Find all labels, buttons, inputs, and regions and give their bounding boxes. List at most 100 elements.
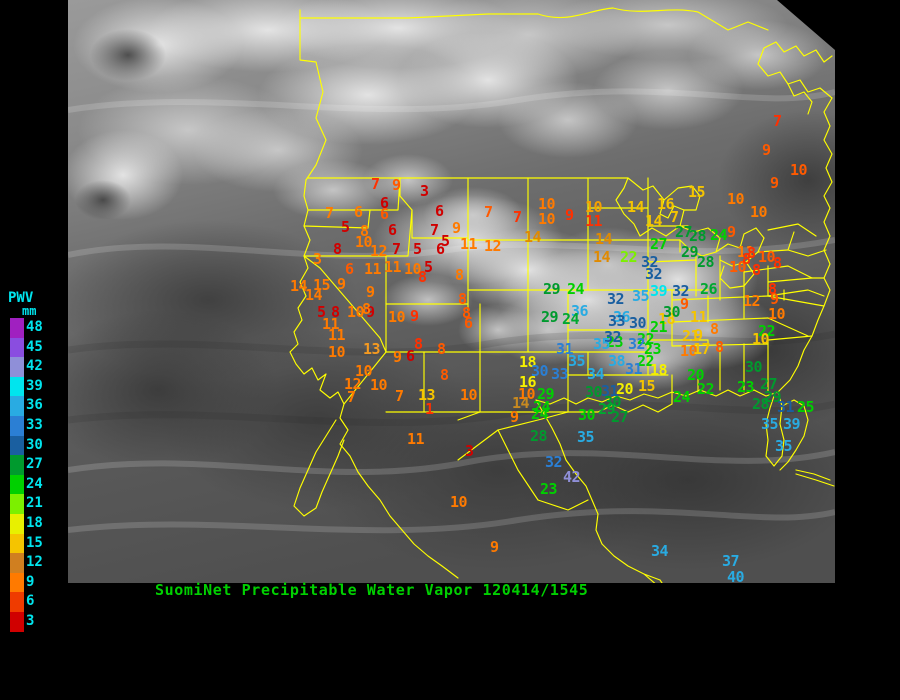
pwv-station-value: 8 bbox=[414, 335, 423, 353]
pwv-station-value: 3 bbox=[465, 442, 474, 460]
pwv-station-value: 37 bbox=[722, 552, 740, 570]
pwv-station-value: 6 bbox=[435, 202, 444, 220]
pwv-station-value: 11 bbox=[585, 212, 603, 230]
pwv-station-value: 10 bbox=[758, 248, 776, 266]
pwv-station-value: 33 bbox=[551, 365, 569, 383]
map-title: SuomiNet Precipitable Water Vapor 120414… bbox=[155, 581, 589, 599]
colorbar-tick-label: 15 bbox=[26, 534, 43, 551]
pwv-station-value: 10 bbox=[328, 343, 346, 361]
pwv-station-value: 11 bbox=[322, 315, 340, 333]
pwv-station-value: 10 bbox=[752, 330, 770, 348]
colorbar-swatch bbox=[10, 337, 24, 358]
pwv-station-value: 15 bbox=[688, 183, 706, 201]
pwv-station-value: 14 bbox=[524, 228, 542, 246]
pwv-station-value: 10 bbox=[388, 308, 406, 326]
pwv-station-value: 28 bbox=[689, 227, 707, 245]
pwv-station-value: 40 bbox=[652, 582, 670, 584]
pwv-station-value: 10 bbox=[370, 376, 388, 394]
pwv-station-value: 22 bbox=[620, 248, 638, 266]
pwv-station-value: 9 bbox=[694, 326, 703, 344]
colorbar-tick-label: 12 bbox=[26, 554, 43, 571]
pwv-station-value: 42 bbox=[563, 468, 581, 486]
colorbar-swatch bbox=[10, 533, 24, 554]
pwv-station-value: 35 bbox=[761, 415, 779, 433]
pwv-station-value: 9 bbox=[727, 223, 736, 241]
pwv-station-value: 10 bbox=[750, 203, 768, 221]
pwv-station-value: 23 bbox=[606, 333, 624, 351]
pwv-station-value: 32 bbox=[645, 265, 663, 283]
pwv-station-value: 6 bbox=[345, 260, 354, 278]
pwv-station-value: 24 bbox=[562, 310, 580, 328]
colorbar-swatch bbox=[10, 513, 24, 534]
pwv-station-value: 6 bbox=[380, 194, 389, 212]
pwv-station-value: 14 bbox=[305, 286, 323, 304]
colorbar-tick-label: 48 bbox=[26, 319, 43, 335]
pwv-station-value: 7 bbox=[430, 221, 439, 239]
pwv-station-value: 8 bbox=[458, 290, 467, 308]
pwv-station-value: 39 bbox=[783, 415, 801, 433]
pwv-station-value: 24 bbox=[567, 280, 585, 298]
pwv-station-value: 8 bbox=[747, 244, 756, 262]
colorbar-swatch bbox=[10, 572, 24, 593]
pwv-station-value: 10 bbox=[585, 198, 603, 216]
pwv-station-value: 9 bbox=[366, 303, 375, 321]
pwv-station-value: 8 bbox=[752, 261, 761, 279]
pwv-station-value: 9 bbox=[565, 206, 574, 224]
pwv-station-value: 1 bbox=[425, 400, 434, 418]
pwv-station-value: 5 bbox=[424, 258, 433, 276]
infrared-satellite-imagery bbox=[68, 0, 835, 583]
colorbar-tick-label: 30 bbox=[26, 436, 43, 453]
pwv-station-value: 24 bbox=[710, 226, 728, 244]
pwv-station-value: 22 bbox=[637, 330, 655, 348]
pwv-station-value: 8 bbox=[360, 222, 369, 240]
pwv-station-value: 8 bbox=[331, 303, 340, 321]
pwv-station-value: 8 bbox=[768, 280, 777, 298]
pwv-station-value: 24 bbox=[673, 388, 691, 406]
pwv-station-value: 22 bbox=[758, 322, 776, 340]
pwv-station-value: 28 bbox=[697, 253, 715, 271]
colorbar-tick-label: 3 bbox=[26, 612, 35, 629]
pwv-station-value: 9 bbox=[452, 219, 461, 237]
colorbar-swatch bbox=[10, 376, 24, 397]
pwv-station-value: 10 bbox=[538, 195, 556, 213]
pwv-station-value: 29 bbox=[681, 243, 699, 261]
pwv-station-value: 10 bbox=[729, 258, 747, 276]
pwv-station-value: 8 bbox=[715, 338, 724, 356]
pwv-station-value: 32 bbox=[672, 282, 690, 300]
pwv-station-value: 9 bbox=[393, 348, 402, 366]
pwv-station-value: 5 bbox=[317, 303, 326, 321]
pwv-station-value: 10 bbox=[460, 386, 478, 404]
pwv-station-value: 32 bbox=[628, 335, 646, 353]
pwv-station-value: 29 bbox=[598, 400, 616, 418]
pwv-station-value: 22 bbox=[697, 380, 715, 398]
pwv-station-value: 10 bbox=[355, 362, 373, 380]
pwv-station-value: 29 bbox=[764, 388, 782, 406]
pwv-station-value: 9 bbox=[510, 408, 519, 426]
pwv-station-value: 11 bbox=[328, 326, 346, 344]
pwv-station-value: 8 bbox=[440, 366, 449, 384]
colorbar-swatch bbox=[10, 494, 24, 514]
pwv-station-value: 36 bbox=[571, 302, 589, 320]
pwv-station-value: 8 bbox=[333, 240, 342, 258]
pwv-station-value: 7 bbox=[773, 112, 782, 130]
pwv-station-value: 24 bbox=[531, 405, 549, 423]
pwv-station-value: 30 bbox=[629, 314, 647, 332]
pwv-station-value: 9 bbox=[770, 290, 779, 308]
pwv-station-value: 24 bbox=[533, 398, 551, 416]
colorbar-swatch bbox=[10, 318, 24, 338]
pwv-station-value: 30 bbox=[604, 393, 622, 411]
pwv-station-value: 7 bbox=[392, 240, 401, 258]
pwv-station-value: 12 bbox=[344, 375, 362, 393]
pwv-station-value: 32 bbox=[607, 290, 625, 308]
pwv-station-value: 31 bbox=[777, 398, 795, 416]
pwv-station-value: 18 bbox=[658, 310, 676, 328]
pwv-station-value: 10 bbox=[450, 493, 468, 511]
pwv-station-value: 11 bbox=[407, 430, 425, 448]
colorbar-title: PWV bbox=[8, 290, 34, 306]
colorbar-tick-label: 24 bbox=[26, 475, 43, 492]
pwv-station-value: 30 bbox=[531, 362, 549, 380]
pwv-station-value: 16 bbox=[519, 373, 537, 391]
colorbar-swatch bbox=[10, 474, 24, 495]
pwv-station-value: 8 bbox=[362, 300, 371, 318]
